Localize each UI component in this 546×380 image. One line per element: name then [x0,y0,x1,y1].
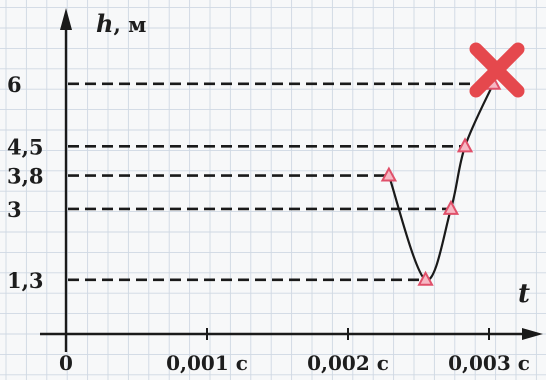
x-tick-label: 0,002 с [307,351,389,375]
x-tick-label: 0 [59,351,73,375]
y-tick-label: 3 [7,197,22,222]
y-axis-label: h, м [96,9,146,38]
x-axis-arrow-icon [522,328,543,340]
y-tick-label: 4,5 [7,134,44,159]
y-axis-arrow-icon [60,8,72,30]
x-axis-label: t [518,279,530,309]
y-axis-label-symbol: h [96,9,113,38]
axes [40,8,546,352]
y-tick-label: 3,8 [7,164,44,189]
y-axis-label-unit: , м [113,12,146,37]
y-tick-label: 1,3 [7,268,44,293]
y-tick-label: 6 [7,72,22,97]
dashed-guides [68,84,493,280]
x-tick-label: 0,003 с [448,351,530,375]
curve-layer [389,84,493,280]
series-line [389,84,493,280]
x-tick-label: 0,001 с [166,351,248,375]
